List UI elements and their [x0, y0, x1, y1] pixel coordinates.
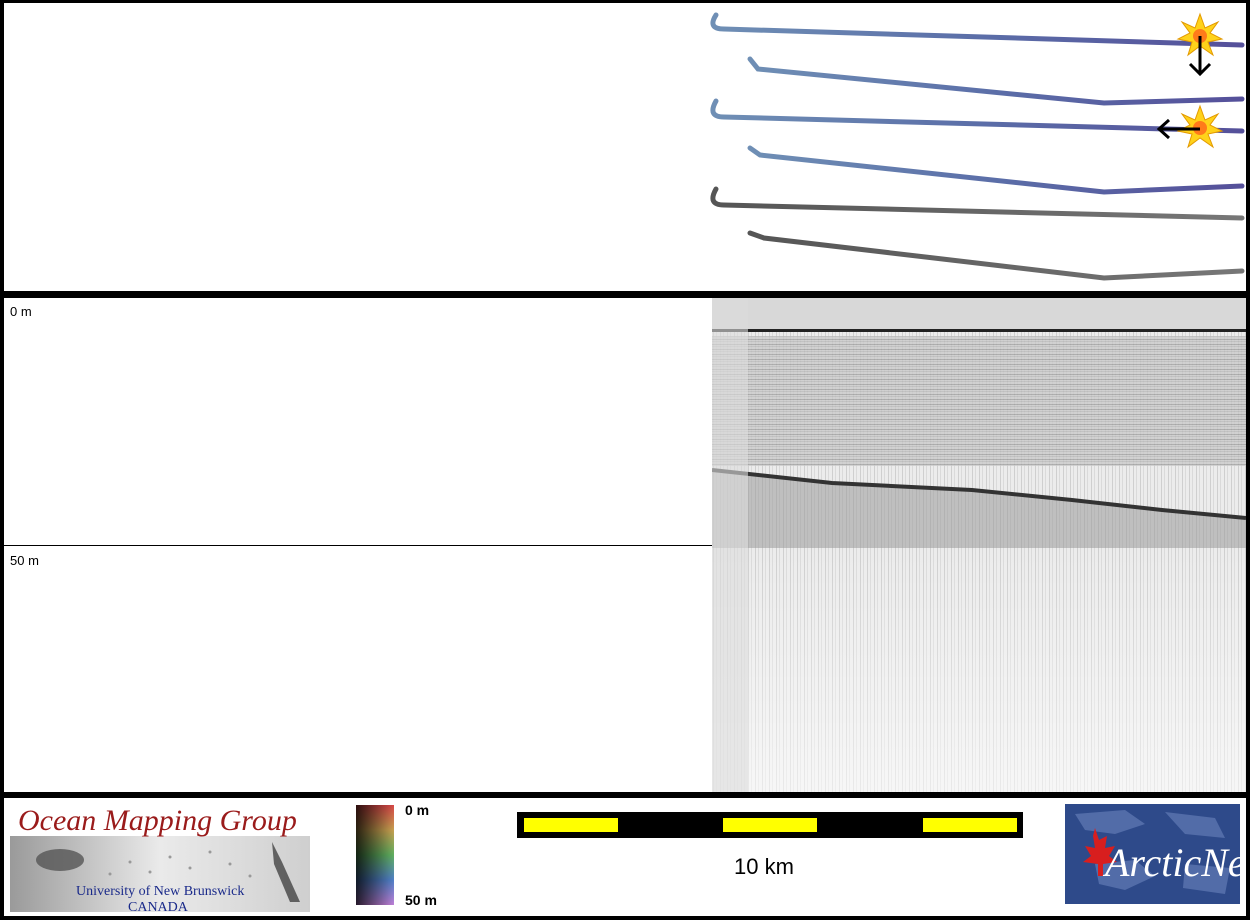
swath-track-line	[710, 12, 1245, 48]
omg-logo-university: University of New Brunswick	[76, 884, 245, 899]
depth-divider-line	[4, 545, 1246, 546]
scale-bar-segment	[923, 818, 1017, 832]
swath-track-line	[747, 145, 1245, 195]
swath-map-panel	[4, 3, 1246, 291]
depth-label-mid: 50 m	[10, 553, 39, 568]
ocean-mapping-group-logo: Ocean Mapping Group University of New Br…	[10, 802, 310, 912]
arcticnet-logo: ArcticNet	[1065, 804, 1240, 904]
scale-bar	[517, 812, 1023, 838]
swath-track-line	[710, 186, 1245, 221]
arrow-left-icon	[1156, 118, 1200, 140]
colorbar-bottom-label: 50 m	[405, 892, 437, 908]
sun-marker-icon	[1176, 104, 1224, 149]
depth-colorbar	[356, 805, 394, 905]
legend-footer-panel: Ocean Mapping Group University of New Br…	[4, 798, 1246, 916]
depth-label-top: 0 m	[10, 304, 32, 319]
scale-bar-segment	[524, 818, 618, 832]
arrow-down-icon	[1188, 36, 1212, 77]
seafloor-logo-image	[10, 836, 310, 912]
swath-track-line	[710, 98, 1245, 134]
subbottom-profile-image	[712, 298, 1246, 792]
omg-logo-country: CANADA	[128, 900, 188, 912]
scale-bar-segment	[723, 818, 817, 832]
maple-leaf-icon	[1083, 828, 1117, 876]
subbottom-profile-panel: 0 m 50 m	[4, 298, 1246, 792]
omg-logo-title: Ocean Mapping Group	[18, 804, 297, 837]
colorbar-top-label: 0 m	[405, 802, 430, 818]
swath-track-line	[747, 56, 1245, 106]
arcticnet-logo-text: ArcticNet	[1102, 840, 1240, 885]
swath-track-map	[710, 12, 1245, 281]
scale-bar-label: 10 km	[734, 854, 794, 879]
swath-track-line	[747, 230, 1245, 281]
